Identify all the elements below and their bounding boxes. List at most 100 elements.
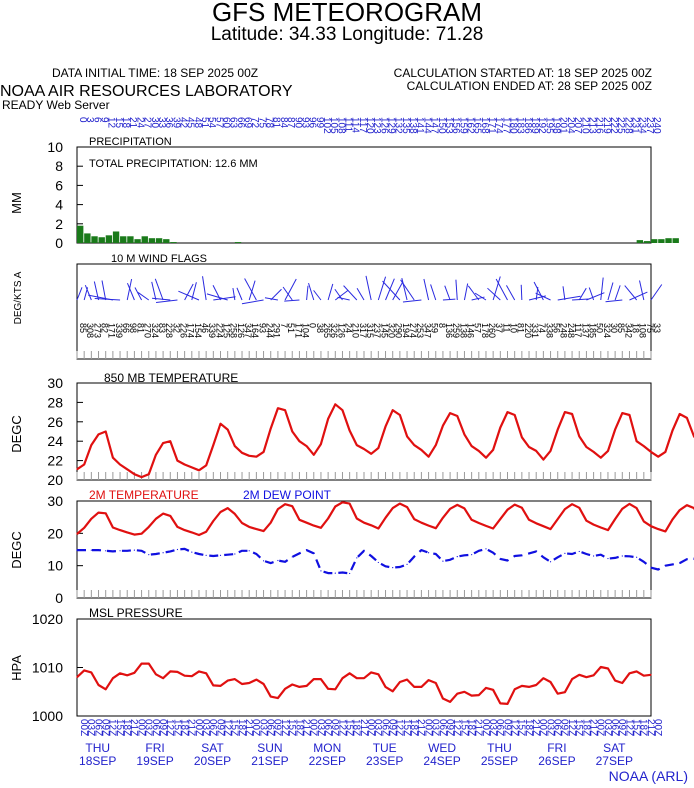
utc-hour-label: 03Z <box>430 719 441 736</box>
temp2m-line-point <box>363 522 365 524</box>
wind-direction-label: 126 <box>236 323 246 338</box>
utc-hour-label: 18Z <box>121 719 132 736</box>
dewpoint-line-point <box>262 560 265 562</box>
pressure-line-point <box>234 678 236 680</box>
wind-direction-label: 259 <box>451 323 461 338</box>
temp2m-line-point <box>169 515 171 517</box>
temp850-line-point <box>184 463 186 466</box>
wind-direction-label: 81 <box>135 323 145 333</box>
forecast-hour-label: 216 <box>594 117 605 134</box>
forecast-hour-label: 0 <box>77 117 88 123</box>
wind-flag <box>455 279 458 301</box>
temp2m-line-point <box>427 524 430 527</box>
temp2m-line-point <box>621 508 623 510</box>
wind-direction-label: 146 <box>465 323 475 338</box>
wind-direction-label: 154 <box>193 323 203 338</box>
wind-direction-label: 171 <box>293 323 303 338</box>
pressure-line-point <box>392 690 394 692</box>
pressure-line-point <box>442 697 444 700</box>
temp2m-line-point <box>234 513 236 515</box>
temp850-line-point <box>435 444 437 446</box>
day-name-label: WED <box>428 741 456 755</box>
pressure-line-point <box>478 694 480 696</box>
temp2m-line-point <box>76 533 78 535</box>
forecast-hour-label: 9 <box>99 117 110 123</box>
pressure-line-point <box>593 674 595 676</box>
day-date-label: 18SEP <box>79 754 116 768</box>
dewpoint-line-point <box>349 572 351 575</box>
pressure-line-point <box>384 686 387 688</box>
wind-direction-label: 38 <box>315 323 325 333</box>
temp850-line-point <box>593 451 595 453</box>
dewpoint-line-point <box>535 550 537 553</box>
temp850-line-point <box>564 411 566 413</box>
pressure-line-point <box>420 686 422 688</box>
temp850-line-point <box>140 476 143 478</box>
wind-flag <box>101 280 107 301</box>
forecast-hour-label: 213 <box>586 117 597 134</box>
forecast-hour-label: 102 <box>321 117 332 134</box>
wind-flag <box>206 293 228 301</box>
dewpoint-line-point <box>126 550 128 552</box>
temp2m-line-point <box>485 525 487 527</box>
wind-direction-label: 82 <box>100 323 110 333</box>
wind-direction-label: 7 <box>279 323 289 328</box>
forecast-hour-label: 150 <box>436 117 447 134</box>
wind-direction-label: 210 <box>351 323 361 338</box>
pressure-line-point <box>621 682 623 684</box>
temp2m-line-point <box>600 526 602 529</box>
forecast-hour-label: 108 <box>335 117 346 134</box>
temp2m-line-point <box>406 506 408 508</box>
utc-hour-label: 12Z <box>164 719 175 736</box>
temp2m-line-point <box>133 534 135 536</box>
precip-bar <box>234 242 242 243</box>
temp850-line-point <box>413 444 415 446</box>
utc-hour-label: 09Z <box>329 719 340 736</box>
precip-bar <box>170 242 177 243</box>
utc-hour-label: 03Z <box>143 719 154 736</box>
y-axis-label: DEGC <box>9 415 24 453</box>
utc-hour-label: 09Z <box>214 719 225 736</box>
pressure-line <box>76 662 652 706</box>
temp850-panel-frame <box>76 382 652 481</box>
wind-flag <box>284 278 297 301</box>
temp850-line-point <box>463 433 466 436</box>
dewpoint-line-point <box>614 557 616 559</box>
forecast-hour-label: 234 <box>637 117 648 134</box>
wind-flag <box>624 285 638 301</box>
temp850-line-point <box>549 450 552 452</box>
utc-hour-label: 06Z <box>379 719 390 736</box>
temp2m-line-point <box>420 522 422 524</box>
utc-hour-label: 03Z <box>602 719 613 736</box>
day-name-label: TUE <box>373 741 397 755</box>
forecast-hour-label: 6 <box>91 117 102 123</box>
temp850-line-point <box>334 403 336 405</box>
wind-direction-label: 136 <box>444 323 454 338</box>
temp2m-line-point <box>463 507 466 510</box>
forecast-hour-label: 156 <box>450 117 461 134</box>
temp850-line-point <box>327 418 329 420</box>
wind-flag <box>84 285 92 301</box>
utc-hour-label: 12Z <box>509 719 520 736</box>
forecast-hour-label: 186 <box>522 117 533 134</box>
temp2m-line-point <box>578 507 580 509</box>
temp850-line-point <box>643 445 645 447</box>
precip-title: PRECIPITATION <box>89 136 172 148</box>
dewpoint-line-point <box>492 552 494 554</box>
utc-hour-label: 00Z <box>78 719 89 736</box>
temp850-line-point <box>363 448 365 450</box>
pressure-line-point <box>471 695 473 697</box>
temp850-line-point <box>219 423 222 425</box>
dewpoint-line-point <box>320 570 322 572</box>
temp2m-line-point <box>212 520 214 522</box>
pressure-line-point <box>406 679 408 681</box>
utc-hour-label: 15Z <box>229 719 240 736</box>
wind-direction-label: 178 <box>480 323 490 338</box>
temp2m-line-point <box>219 511 222 513</box>
temp850-line-point <box>657 456 659 458</box>
wind-flag <box>308 283 315 301</box>
precip-panel-frame <box>76 146 652 244</box>
forecast-hour-label: 84 <box>278 117 289 129</box>
wind-direction-label: 317 <box>358 323 368 338</box>
dewpoint-line-point <box>636 556 638 558</box>
